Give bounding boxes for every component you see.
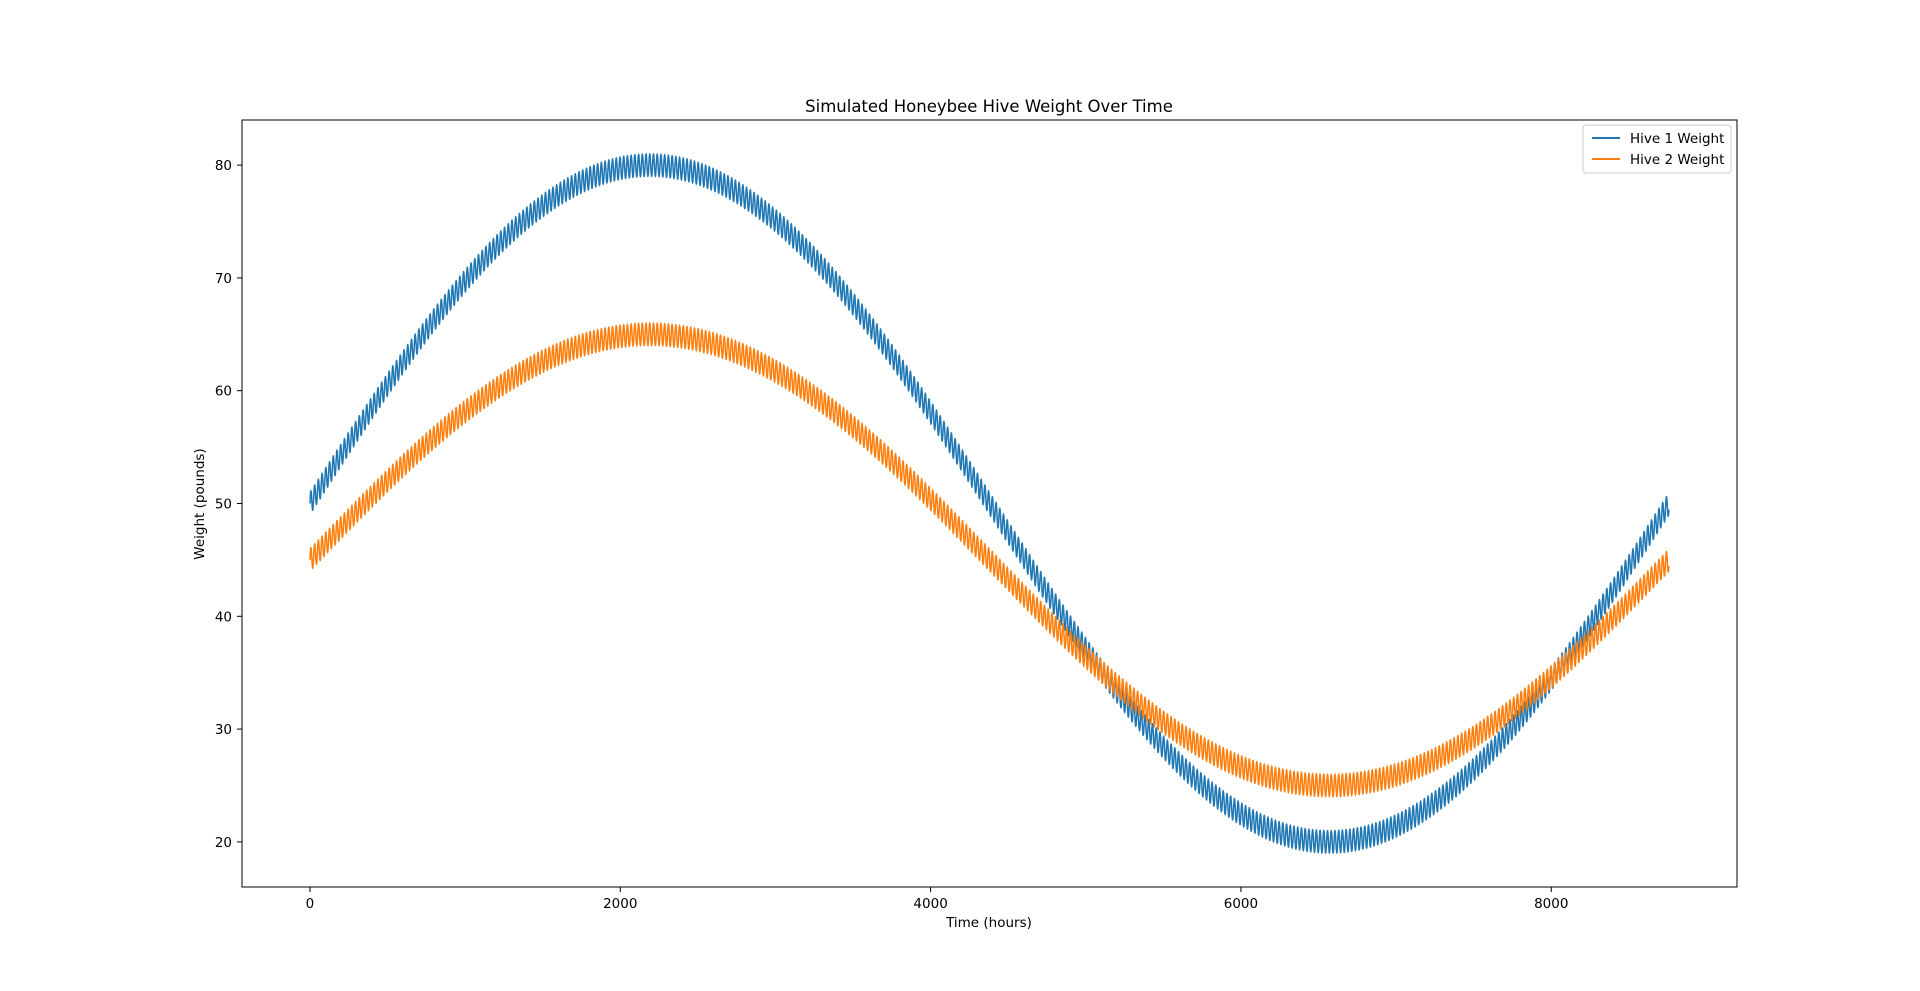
x-tick-label: 4000 (913, 896, 947, 912)
chart-title: Simulated Honeybee Hive Weight Over Time (805, 97, 1173, 116)
legend-label-hive-2: Hive 2 Weight (1630, 152, 1724, 168)
y-tick-label: 60 (215, 384, 232, 400)
x-tick-label: 6000 (1224, 896, 1258, 912)
legend: Hive 1 Weight Hive 2 Weight (1582, 124, 1732, 174)
legend-label-hive-1: Hive 1 Weight (1630, 131, 1724, 147)
series-layer (309, 153, 1670, 854)
x-axis-label: Time (hours) (945, 915, 1032, 931)
x-tick-label: 2000 (603, 896, 637, 912)
y-tick-label: 70 (215, 271, 232, 287)
plot-area (309, 153, 1670, 854)
y-tick-label: 30 (215, 722, 232, 738)
series-line-hive-2 (309, 322, 1670, 798)
y-axis: 20 30 40 50 60 70 80 (215, 158, 242, 851)
y-axis-label: Weight (pounds) (192, 448, 208, 559)
x-tick-label: 8000 (1534, 896, 1568, 912)
x-axis: 0 2000 4000 6000 8000 (306, 887, 1568, 912)
y-tick-label: 80 (215, 158, 232, 174)
series-line-hive-1 (309, 153, 1670, 854)
x-tick-label: 0 (306, 896, 315, 912)
y-tick-label: 50 (215, 497, 232, 513)
y-tick-label: 20 (215, 835, 232, 851)
y-tick-label: 40 (215, 609, 232, 625)
